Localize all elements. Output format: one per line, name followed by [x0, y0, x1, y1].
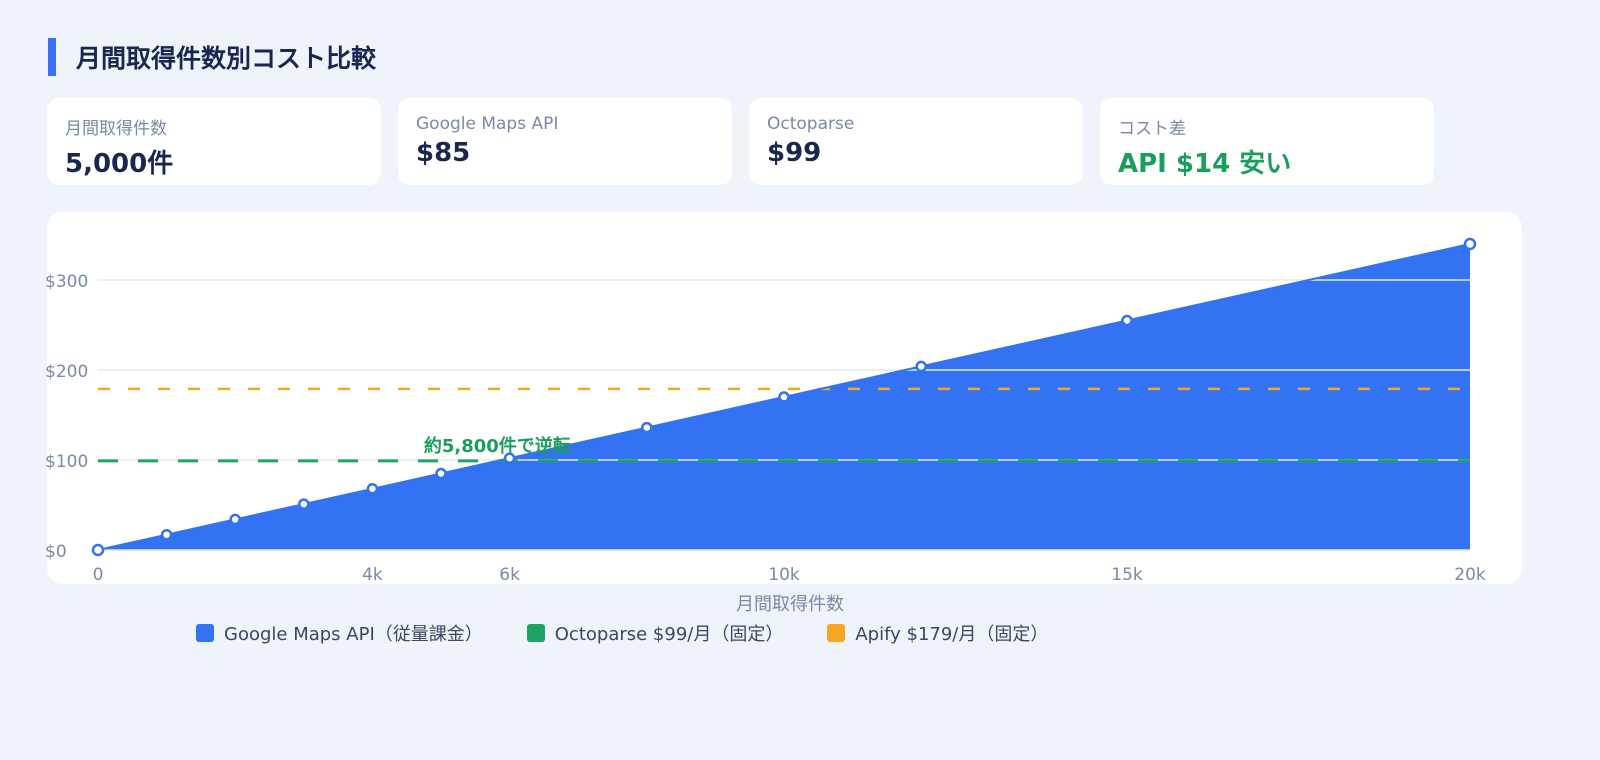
legend-swatch	[526, 624, 545, 642]
google-line	[97, 243, 1471, 551]
legend-label: Octoparse $99/月（固定）	[554, 624, 784, 645]
x-tick-label: 10k	[768, 565, 800, 585]
data-point	[229, 513, 241, 526]
card-cost-diff: コスト差 API $14 安い	[1100, 98, 1434, 185]
y-tick-label: $300	[45, 272, 88, 292]
data-point	[641, 421, 653, 434]
data-point	[778, 391, 790, 403]
card-label: コスト差	[1118, 119, 1186, 139]
x-tick-label: 20k	[1454, 565, 1486, 585]
legend-item-octoparse[interactable]: Octoparse $99/月（固定）	[526, 620, 784, 646]
data-point	[366, 483, 379, 495]
card-value: $99	[767, 138, 822, 168]
legend-label: Google Maps API（従量課金）	[224, 624, 483, 645]
legend: Google Maps API（従量課金） Octoparse $99/月（固定…	[196, 620, 1048, 646]
page-title: 月間取得件数別コスト比較	[76, 44, 377, 73]
card-value: 5,000件	[65, 149, 174, 179]
legend-swatch	[196, 624, 214, 642]
legend-label: Apify $179/月（固定）	[855, 624, 1049, 645]
y-tick-label: $200	[45, 362, 88, 382]
x-tick-label: 0	[93, 565, 104, 585]
card-monthly-count: 月間取得件数 5,000件	[47, 98, 381, 185]
y-tick-label: $100	[45, 452, 88, 472]
card-value: API $14 安い	[1118, 149, 1292, 179]
page-header: 月間取得件数別コスト比較	[48, 38, 376, 76]
data-point	[298, 498, 310, 510]
card-value: $85	[416, 138, 471, 168]
data-point	[503, 452, 516, 464]
y-tick-label: $0	[45, 542, 67, 562]
card-label: Octoparse	[767, 114, 855, 134]
crossover-annotation: 約5,800件で逆転	[424, 435, 571, 457]
x-axis-label: 月間取得件数	[736, 594, 844, 615]
data-point	[1121, 314, 1133, 327]
legend-item-google[interactable]: Google Maps API（従量課金）	[196, 620, 483, 646]
data-point	[1463, 237, 1477, 251]
data-point	[160, 528, 173, 541]
data-point	[915, 360, 927, 373]
x-tick-label: 6k	[499, 565, 520, 585]
x-tick-label: 15k	[1111, 565, 1143, 585]
card-label: Google Maps API	[416, 114, 559, 134]
legend-item-apify[interactable]: Apify $179/月（固定）	[827, 620, 1048, 646]
x-tick-label: 4k	[362, 565, 383, 585]
data-point	[91, 543, 105, 557]
title-accent-bar	[48, 38, 56, 76]
cost-chart: $0 $100 $200 $300 0 4k 6k 10k 15k 20k 月間取得件数 約5,800…	[45, 237, 1486, 615]
legend-swatch	[827, 624, 846, 642]
card-google-maps-api: Google Maps API $85	[398, 98, 732, 185]
card-label: 月間取得件数	[65, 119, 167, 139]
data-point	[435, 467, 447, 480]
card-octoparse: Octoparse $99	[749, 98, 1083, 185]
